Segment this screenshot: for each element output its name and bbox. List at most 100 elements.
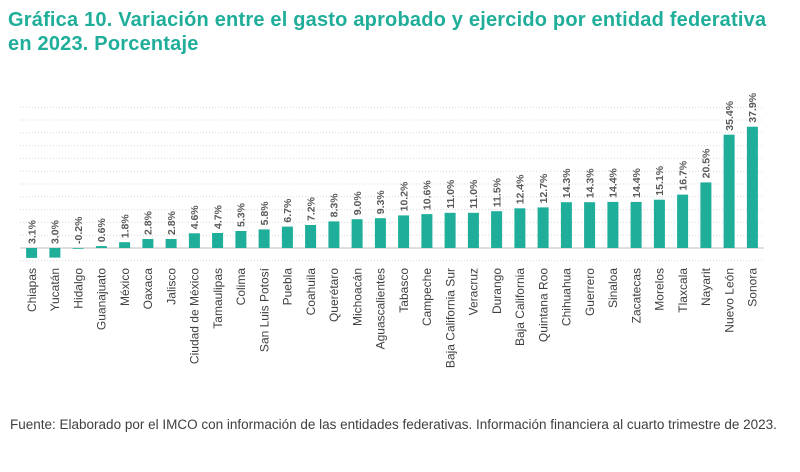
data-label: 35.4% [724,100,736,130]
category-label: Baja California [513,268,527,346]
bar-campeche [421,214,433,248]
bar-tamaulipas [212,233,224,248]
category-label: Chihuahua [560,268,574,326]
bar-sonora [746,126,758,248]
category-label: Tamaulipas [211,268,225,329]
bar-san-luis-potos- [258,229,270,248]
bar-tlaxcala [677,194,689,248]
bar-guerrero [584,202,596,248]
category-label: Quintana Roo [536,268,550,342]
data-label: 2.8% [143,210,155,235]
data-label: 6.7% [282,198,294,223]
chart-title: Gráfica 10. Variación entre el gasto apr… [8,9,767,55]
data-label: 14.4% [608,167,620,197]
category-label: Sinaloa [606,268,620,308]
category-label: Yucatán [48,268,62,311]
data-label: 20.5% [701,148,713,178]
category-label: Baja California Sur [443,268,457,368]
category-label: Tlaxcala [676,268,690,313]
data-label: 11.0% [445,179,457,209]
bar-m-xico [119,242,131,248]
data-label: 3.0% [50,219,62,244]
data-label: 14.3% [561,168,573,198]
bar-guanajuato [95,246,107,248]
data-label: 10.2% [398,181,410,211]
bar-sinaloa [607,201,619,248]
category-label: Ciudad de México [188,268,202,364]
data-label: 12.4% [515,174,527,204]
data-label: 7.2% [305,196,317,221]
data-label: 1.8% [119,214,131,239]
category-label: México [118,268,132,306]
data-label: 15.1% [654,165,666,195]
data-label: 0.6% [96,218,108,243]
data-label: 14.4% [631,167,643,197]
bar-quer-taro [328,221,340,248]
data-label: 14.3% [584,168,596,198]
bar-ciudad-de-m-xico [188,233,200,248]
bar-durango [491,211,503,248]
category-label: Zacatecas [629,268,643,323]
bar-michoac-n [351,219,363,248]
bar-coahuila [305,225,317,248]
category-label: Chiapas [25,268,39,312]
category-label: Coahuila [304,268,318,316]
category-label: Guanajuato [95,268,109,330]
bar-tabasco [398,215,410,248]
data-label: 2.8% [166,210,178,235]
data-label: 9.0% [352,191,364,216]
category-label: Colima [234,268,248,306]
data-label: 37.9% [747,92,759,122]
category-label: Oaxaca [141,268,155,310]
data-labels: 3.1% 3.0% -0.2% 0.6% 1.8% 2.8% 2.8% 4.6% 4.7% 5.3… [26,92,759,244]
gridlines [20,106,764,262]
data-label: 5.3% [236,202,248,227]
data-label: 4.7% [212,204,224,229]
data-label: 4.6% [189,205,201,230]
data-label: 8.3% [329,193,341,218]
category-label: Nayarit [699,267,713,306]
bar-nayarit [700,182,712,248]
data-label: 3.1% [26,219,38,244]
category-label: Guerrero [583,268,597,316]
data-label: 16.7% [677,160,689,190]
category-label: Veracruz [467,268,481,315]
bar-chiapas [26,248,38,258]
bars [26,126,758,258]
data-label: -0.2% [73,216,85,244]
category-labels: Chiapas Yucatán Hidalgo Guanajuato México Oax… [25,267,760,368]
category-label: Jalisco [164,268,178,305]
category-label: Campeche [420,268,434,326]
bar-puebla [281,226,293,248]
bar-jalisco [165,239,177,248]
bar-quintana-roo [537,207,549,248]
data-label: 12.7% [538,173,550,203]
bar-zacatecas [630,201,642,248]
category-label: Michoacán [350,268,364,326]
bar-chart: 3.1% 3.0% -0.2% 0.6% 1.8% 2.8% 2.8% 4.6% 4.7% 5.3… [20,92,764,368]
bar-yucat-n [49,248,61,258]
data-label: 11.0% [468,179,480,209]
category-label: Sonora [746,268,760,307]
data-label: 10.6% [422,180,434,210]
source-note: Fuente: Elaborado por el IMCO con inform… [10,417,777,432]
category-label: Querétaro [327,268,341,322]
bar-nuevo-le-n [723,134,735,248]
bar-morelos [653,199,665,248]
bar-aguascalientes [374,218,386,248]
category-label: Puebla [281,268,295,306]
bar-oaxaca [142,239,154,248]
bar-baja-california-sur [444,212,456,248]
category-label: Hidalgo [71,268,85,309]
category-label: Durango [490,268,504,314]
bar-hidalgo [72,248,84,249]
category-label: Morelos [653,268,667,311]
category-label: Nuevo León [722,268,736,333]
category-label: Tabasco [397,268,411,313]
bar-chihuahua [560,202,572,248]
data-label: 5.8% [259,201,271,226]
data-label: 11.5% [491,177,503,207]
category-label: Aguascalientes [374,268,388,349]
data-label: 9.3% [375,190,387,215]
bar-colima [235,231,247,248]
